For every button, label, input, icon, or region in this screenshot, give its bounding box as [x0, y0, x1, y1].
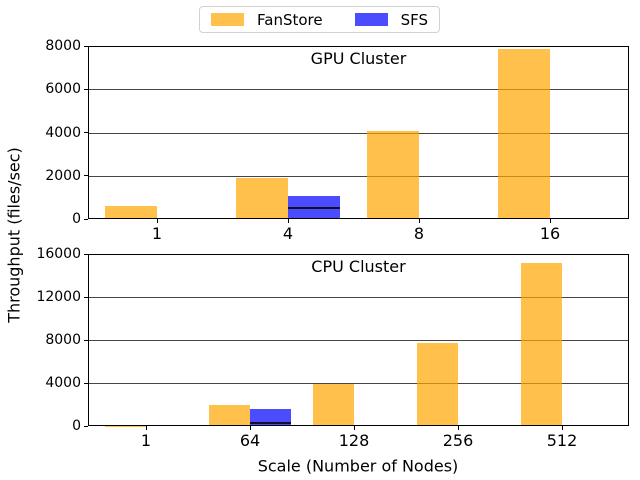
y-tick-label: 4000	[45, 124, 81, 141]
x-tick-mark	[418, 219, 420, 223]
gridline	[88, 340, 629, 341]
y-tick-label: 2000	[45, 167, 81, 184]
x-axis-label: Scale (Number of Nodes)	[257, 456, 459, 476]
y-tick-label: 0	[72, 211, 81, 227]
x-tick-label: 16	[539, 224, 561, 243]
legend-label-sfs: SFS	[400, 10, 429, 29]
plot-gpu-cluster: GPU Cluster 0 2000 4000 6000 8000 1 4 8 16	[45, 38, 629, 243]
x-tick-mark	[353, 426, 355, 430]
bar-fanstore-16	[498, 49, 550, 219]
x-tick-mark	[287, 219, 289, 223]
plot-title-cpu-cluster: CPU Cluster	[311, 257, 406, 276]
y-tick-mark	[84, 253, 88, 255]
y-tick-label: 16000	[36, 246, 81, 262]
y-tick-label: 6000	[45, 81, 81, 98]
fanstore-swatch-icon	[211, 13, 244, 26]
y-tick-mark	[84, 132, 88, 134]
x-tick-mark	[561, 426, 563, 430]
bar-sfs-64	[250, 409, 291, 426]
y-tick-label: 0	[72, 418, 81, 434]
bar-fanstore-1	[105, 206, 157, 219]
x-tick-mark	[457, 426, 459, 430]
marker-line-sfs-64	[250, 422, 291, 425]
x-tick-label: 512	[546, 431, 578, 450]
gridline	[88, 297, 629, 298]
y-tick-label: 12000	[36, 289, 81, 305]
y-tick-mark	[84, 218, 88, 220]
bar-fanstore-64	[209, 405, 250, 426]
x-tick-mark	[249, 426, 251, 430]
y-tick-mark	[84, 339, 88, 341]
gridline	[88, 383, 629, 384]
y-tick-mark	[84, 45, 88, 47]
sfs-swatch-icon	[354, 13, 388, 26]
bar-fanstore-8	[367, 130, 419, 219]
legend-label-fanstore: FanStore	[257, 10, 323, 29]
gridline	[88, 175, 629, 177]
gridline	[88, 132, 629, 134]
x-tick-label: 4	[282, 224, 294, 243]
x-tick-label: 1	[151, 224, 163, 243]
y-tick-label: 8000	[45, 332, 81, 348]
bar-fanstore-256	[417, 343, 458, 426]
legend: FanStore SFS	[199, 6, 441, 33]
y-axis-label: Throughput (files/sec)	[4, 147, 24, 323]
plot-title-gpu-cluster: GPU Cluster	[310, 49, 407, 68]
marker-line-sfs-4	[288, 206, 340, 209]
x-tick-label: 64	[239, 431, 261, 450]
gridline	[88, 89, 629, 91]
y-tick-mark	[84, 382, 88, 384]
x-tick-mark	[145, 426, 147, 430]
x-tick-label: 256	[442, 431, 474, 450]
y-tick-mark	[84, 175, 88, 177]
bar-fanstore-128	[313, 384, 354, 426]
x-tick-mark	[549, 219, 551, 223]
bar-fanstore-4	[236, 177, 288, 219]
y-tick-mark	[84, 425, 88, 427]
x-tick-label: 1	[140, 431, 152, 450]
bar-fanstore-512	[521, 263, 562, 426]
x-tick-label: 128	[338, 431, 370, 450]
x-tick-mark	[156, 219, 158, 223]
y-tick-label: 8000	[45, 38, 81, 54]
y-tick-mark	[84, 88, 88, 90]
y-tick-label: 4000	[45, 375, 81, 391]
plot-cpu-cluster: CPU Cluster 0 4000 8000 12000 16000 1 64 128 256 5…	[36, 246, 629, 450]
y-tick-mark	[84, 296, 88, 298]
x-tick-label: 8	[413, 224, 425, 243]
